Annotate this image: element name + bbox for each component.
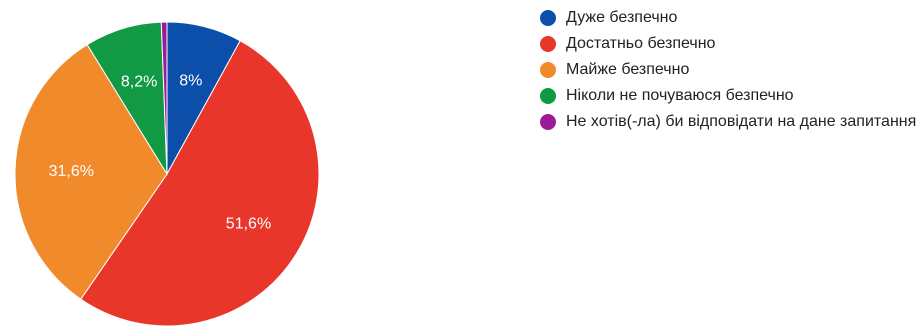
legend-label: Достатньо безпечно (566, 35, 716, 52)
legend-label: Ніколи не почуваюся безпечно (566, 87, 794, 104)
legend-item-2: Майже безпечно (540, 60, 920, 80)
legend-label: Майже безпечно (566, 61, 690, 78)
pie-slice-2 (14, 43, 168, 300)
slice-value-label-3: 8,2% (121, 74, 157, 91)
chart-legend: Дуже безпечно Достатньо безпечно Майже без… (540, 8, 920, 138)
legend-swatch-icon (540, 62, 556, 78)
legend-label: Не хотів(-ла) би відповідати на дане зап… (566, 113, 917, 130)
slice-value-label-0: 8% (179, 72, 202, 89)
slice-value-label-1: 51,6% (226, 216, 271, 233)
pie-slice-4 (160, 21, 168, 175)
slice-value-label-2: 31,6% (49, 163, 94, 180)
legend-swatch-icon (540, 36, 556, 52)
pie-slice-1 (80, 40, 320, 327)
legend-swatch-icon (540, 10, 556, 26)
legend-item-4: Не хотів(-ла) би відповідати на дане зап… (540, 112, 920, 132)
legend-label: Дуже безпечно (566, 9, 678, 26)
legend-item-0: Дуже безпечно (540, 8, 920, 28)
legend-swatch-icon (540, 114, 556, 130)
pie-chart: 8% 51,6% 31,6% 8,2% (14, 21, 320, 327)
legend-swatch-icon (540, 88, 556, 104)
legend-item-3: Ніколи не почуваюся безпечно (540, 86, 920, 106)
legend-item-1: Достатньо безпечно (540, 34, 920, 54)
